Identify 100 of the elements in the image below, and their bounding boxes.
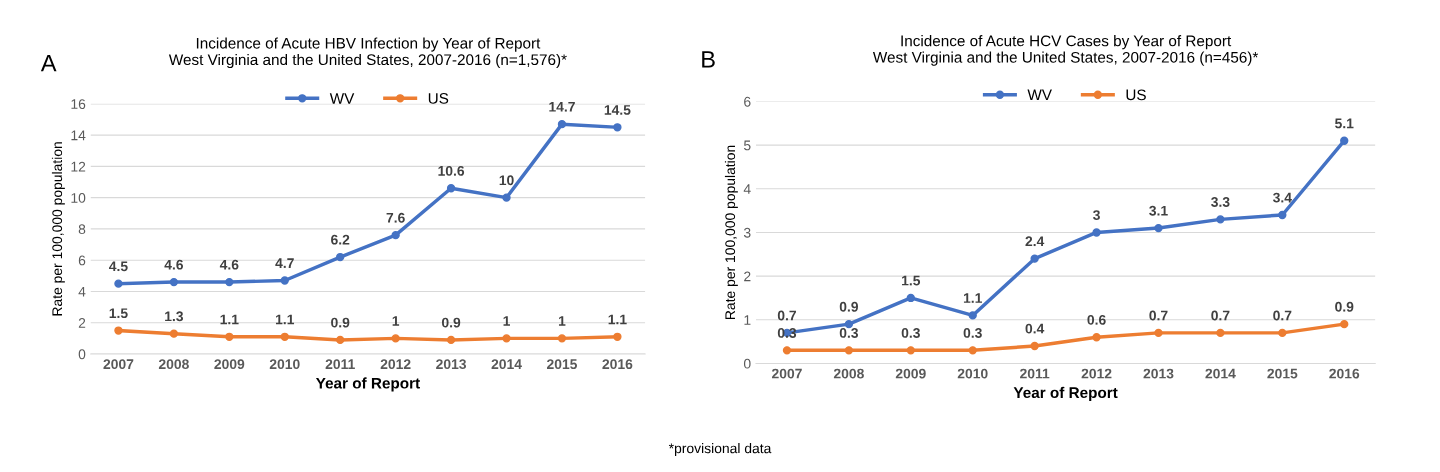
y-tick-label: 5: [743, 140, 751, 151]
point: [844, 346, 854, 355]
data-label: 4.7: [275, 258, 294, 268]
x-tick-label: 2009: [895, 368, 926, 379]
point: [906, 346, 915, 355]
chart-title: Incidence of Acute HBV Infection by Year of Report West Virginia and the United States, 2007-2016 (n=1,576)*: [168, 37, 567, 69]
y-tick-label: 0: [78, 349, 86, 360]
x-tick-label: 2009: [214, 359, 245, 370]
data-label: 0.3: [839, 328, 859, 338]
point: [225, 277, 234, 287]
data-label: 0.6: [1087, 314, 1106, 325]
point: [1030, 254, 1039, 263]
data-label: 3: [1093, 210, 1100, 221]
point: [1340, 136, 1349, 145]
point: [1216, 328, 1225, 338]
point: [114, 279, 123, 288]
y-tick-label: 6: [78, 255, 86, 266]
point: [906, 293, 915, 303]
point: [446, 335, 456, 345]
data-label: 2.4: [1025, 236, 1045, 247]
point: [557, 334, 567, 343]
point: [336, 252, 345, 262]
x-tick-label: 2014: [1205, 368, 1236, 379]
x-tick-label: 2012: [380, 359, 411, 370]
data-label: 3.3: [1211, 197, 1230, 207]
data-label: 14.5: [604, 105, 631, 115]
data-label: 0.4: [1025, 323, 1045, 334]
data-label: 4.5: [109, 261, 128, 272]
point: [613, 332, 622, 341]
data-label: 0.7: [1273, 310, 1292, 321]
data-label: 1: [503, 316, 510, 326]
point: [280, 276, 289, 285]
point: [613, 123, 622, 132]
y-tick-label: 14: [71, 130, 86, 141]
y-tick-label: 2: [744, 271, 751, 282]
y-axis-title: Rate per 100,000 population: [724, 145, 738, 319]
data-label: 4.6: [219, 259, 239, 270]
text: *provisional data: [668, 443, 772, 456]
data-label: 1.5: [902, 275, 921, 286]
y-tick-label: 6: [744, 96, 751, 107]
y-tick-label: 4: [743, 184, 751, 194]
data-label: 3.1: [1149, 205, 1168, 216]
point: [391, 231, 400, 240]
data-label: 14.7: [549, 102, 575, 112]
point: [502, 193, 511, 202]
point: [1216, 215, 1225, 224]
data-label: 0.7: [1149, 310, 1168, 321]
data-label: 10: [499, 175, 514, 186]
point: [968, 346, 977, 355]
point: [1030, 341, 1039, 351]
y-tick-label: 12: [71, 161, 86, 172]
point: [446, 184, 456, 193]
x-tick-label: 2010: [269, 359, 300, 370]
point: [280, 332, 289, 341]
data-label: 1.1: [220, 314, 239, 325]
data-label: 3.4: [1272, 192, 1292, 203]
x-tick-label: 2008: [833, 368, 864, 379]
point: [968, 311, 977, 320]
data-label: 1: [558, 316, 566, 326]
point: [225, 332, 234, 341]
x-tick-label: 2016: [1329, 368, 1360, 379]
point: [557, 119, 567, 129]
data-label: 10.6: [438, 165, 465, 176]
x-axis-title: Year of Report: [315, 377, 420, 392]
data-label: 1: [392, 316, 400, 326]
data-label: 1.1: [608, 314, 627, 325]
legend-label: US: [428, 92, 449, 104]
x-tick-label: 2011: [1020, 368, 1050, 379]
y-tick-label: 4: [78, 286, 86, 297]
x-tick-label: 2015: [546, 359, 578, 370]
data-label: 1.3: [165, 311, 184, 322]
x-tick-label: 2012: [1081, 368, 1112, 379]
data-label: 0.9: [839, 301, 859, 312]
y-axis-title: Rate per 100,000 population: [51, 142, 65, 316]
data-label: 0.7: [777, 310, 796, 321]
x-tick-label: 2015: [1267, 368, 1298, 379]
y-tick-label: 3: [743, 227, 751, 238]
data-label: 1.1: [275, 314, 295, 325]
x-tick-label: 2011: [325, 359, 355, 370]
point: [1092, 333, 1101, 342]
point: [169, 329, 179, 338]
y-tick-label: 10: [71, 192, 86, 203]
x-tick-label: 2008: [158, 359, 189, 370]
data-label: 0.3: [901, 328, 920, 338]
point: [391, 334, 400, 343]
data-label: 6.2: [331, 234, 350, 245]
x-tick-label: 2013: [1143, 368, 1174, 379]
text: A: [40, 55, 57, 72]
y-tick-label: 2: [78, 318, 86, 328]
x-tick-label: 2016: [602, 359, 633, 370]
data-label: 1.5: [109, 308, 128, 319]
y-tick-label: 16: [71, 99, 86, 110]
data-label: 0.9: [441, 317, 461, 328]
point: [1154, 328, 1163, 338]
data-label: 0.9: [1335, 301, 1354, 312]
point: [502, 334, 511, 343]
point: [336, 335, 345, 345]
legend-label: US: [1126, 89, 1146, 101]
point: [1340, 319, 1349, 329]
data-label: 4.6: [164, 259, 184, 270]
